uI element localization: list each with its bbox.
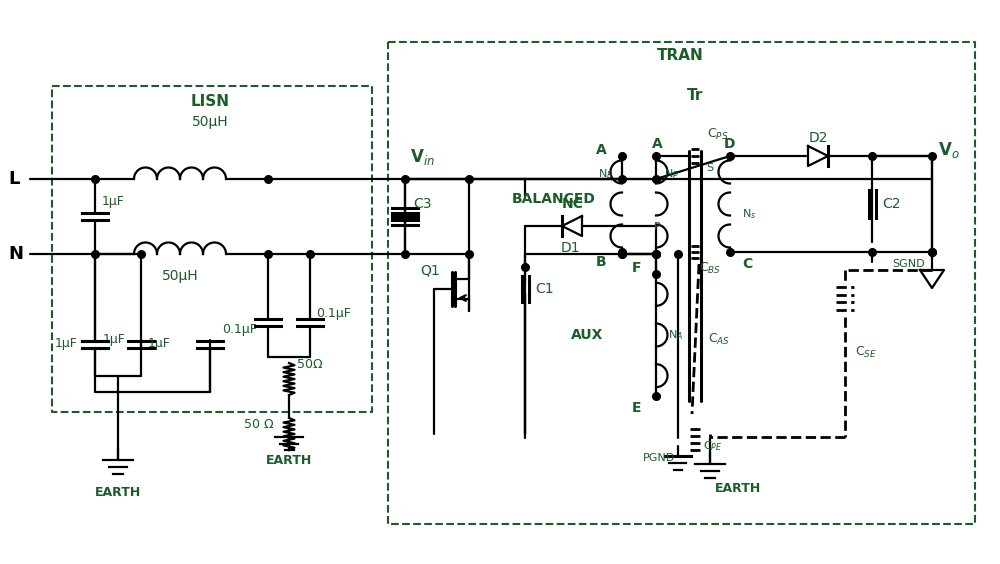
Text: EARTH: EARTH [266, 453, 312, 466]
Text: V$_{in}$: V$_{in}$ [410, 147, 435, 167]
Text: C$_{AS}$: C$_{AS}$ [708, 332, 730, 346]
Text: C$_{BS}$: C$_{BS}$ [699, 261, 721, 276]
Text: 1μF: 1μF [55, 337, 78, 350]
Text: A: A [596, 143, 607, 157]
Text: 50Ω: 50Ω [297, 359, 323, 372]
Text: F: F [632, 261, 641, 275]
Text: S: S [706, 163, 713, 173]
Text: C$_{SE}$: C$_{SE}$ [855, 345, 877, 360]
Text: EARTH: EARTH [715, 482, 761, 495]
Text: N$_{P}$: N$_{P}$ [664, 167, 679, 181]
Text: N$_{s}$: N$_{s}$ [742, 207, 756, 221]
Text: C3: C3 [413, 197, 432, 212]
Text: C1: C1 [535, 282, 554, 296]
Text: BALANCED: BALANCED [512, 192, 596, 206]
Text: E: E [632, 401, 641, 415]
Text: C$_{PE}$: C$_{PE}$ [703, 439, 722, 453]
Text: D: D [724, 137, 736, 151]
Text: D2: D2 [808, 131, 828, 145]
Text: V$_{o}$: V$_{o}$ [938, 140, 960, 160]
Text: TRAN: TRAN [657, 49, 703, 64]
Text: C2: C2 [882, 197, 900, 211]
Text: NC: NC [562, 197, 584, 211]
Text: 1μF: 1μF [103, 333, 126, 346]
Text: Tr: Tr [687, 89, 703, 104]
Text: B: B [596, 255, 607, 269]
Text: 0.1μF: 0.1μF [316, 307, 351, 320]
Text: LISN: LISN [190, 95, 230, 109]
Text: N: N [8, 245, 23, 263]
Text: L: L [8, 170, 19, 188]
Text: EARTH: EARTH [95, 486, 141, 499]
Text: 0.1μF: 0.1μF [222, 323, 257, 336]
Text: N$_{A}$: N$_{A}$ [668, 328, 683, 342]
Text: PGND: PGND [643, 453, 675, 463]
Text: 1μF: 1μF [148, 337, 171, 350]
Text: 1μF: 1μF [102, 195, 125, 208]
Text: C: C [742, 257, 752, 271]
Text: 50μH: 50μH [192, 115, 228, 129]
Text: A: A [652, 137, 663, 151]
Text: N$_{B}$: N$_{B}$ [598, 167, 613, 181]
Text: C$_{PS}$: C$_{PS}$ [707, 126, 728, 142]
Text: P: P [654, 222, 661, 232]
Text: Q1: Q1 [420, 264, 440, 278]
Text: SGND: SGND [892, 259, 925, 269]
Text: 50μH: 50μH [162, 269, 198, 283]
Text: D1: D1 [560, 241, 580, 255]
Text: 50 Ω: 50 Ω [244, 417, 274, 430]
Text: AUX: AUX [571, 328, 603, 342]
